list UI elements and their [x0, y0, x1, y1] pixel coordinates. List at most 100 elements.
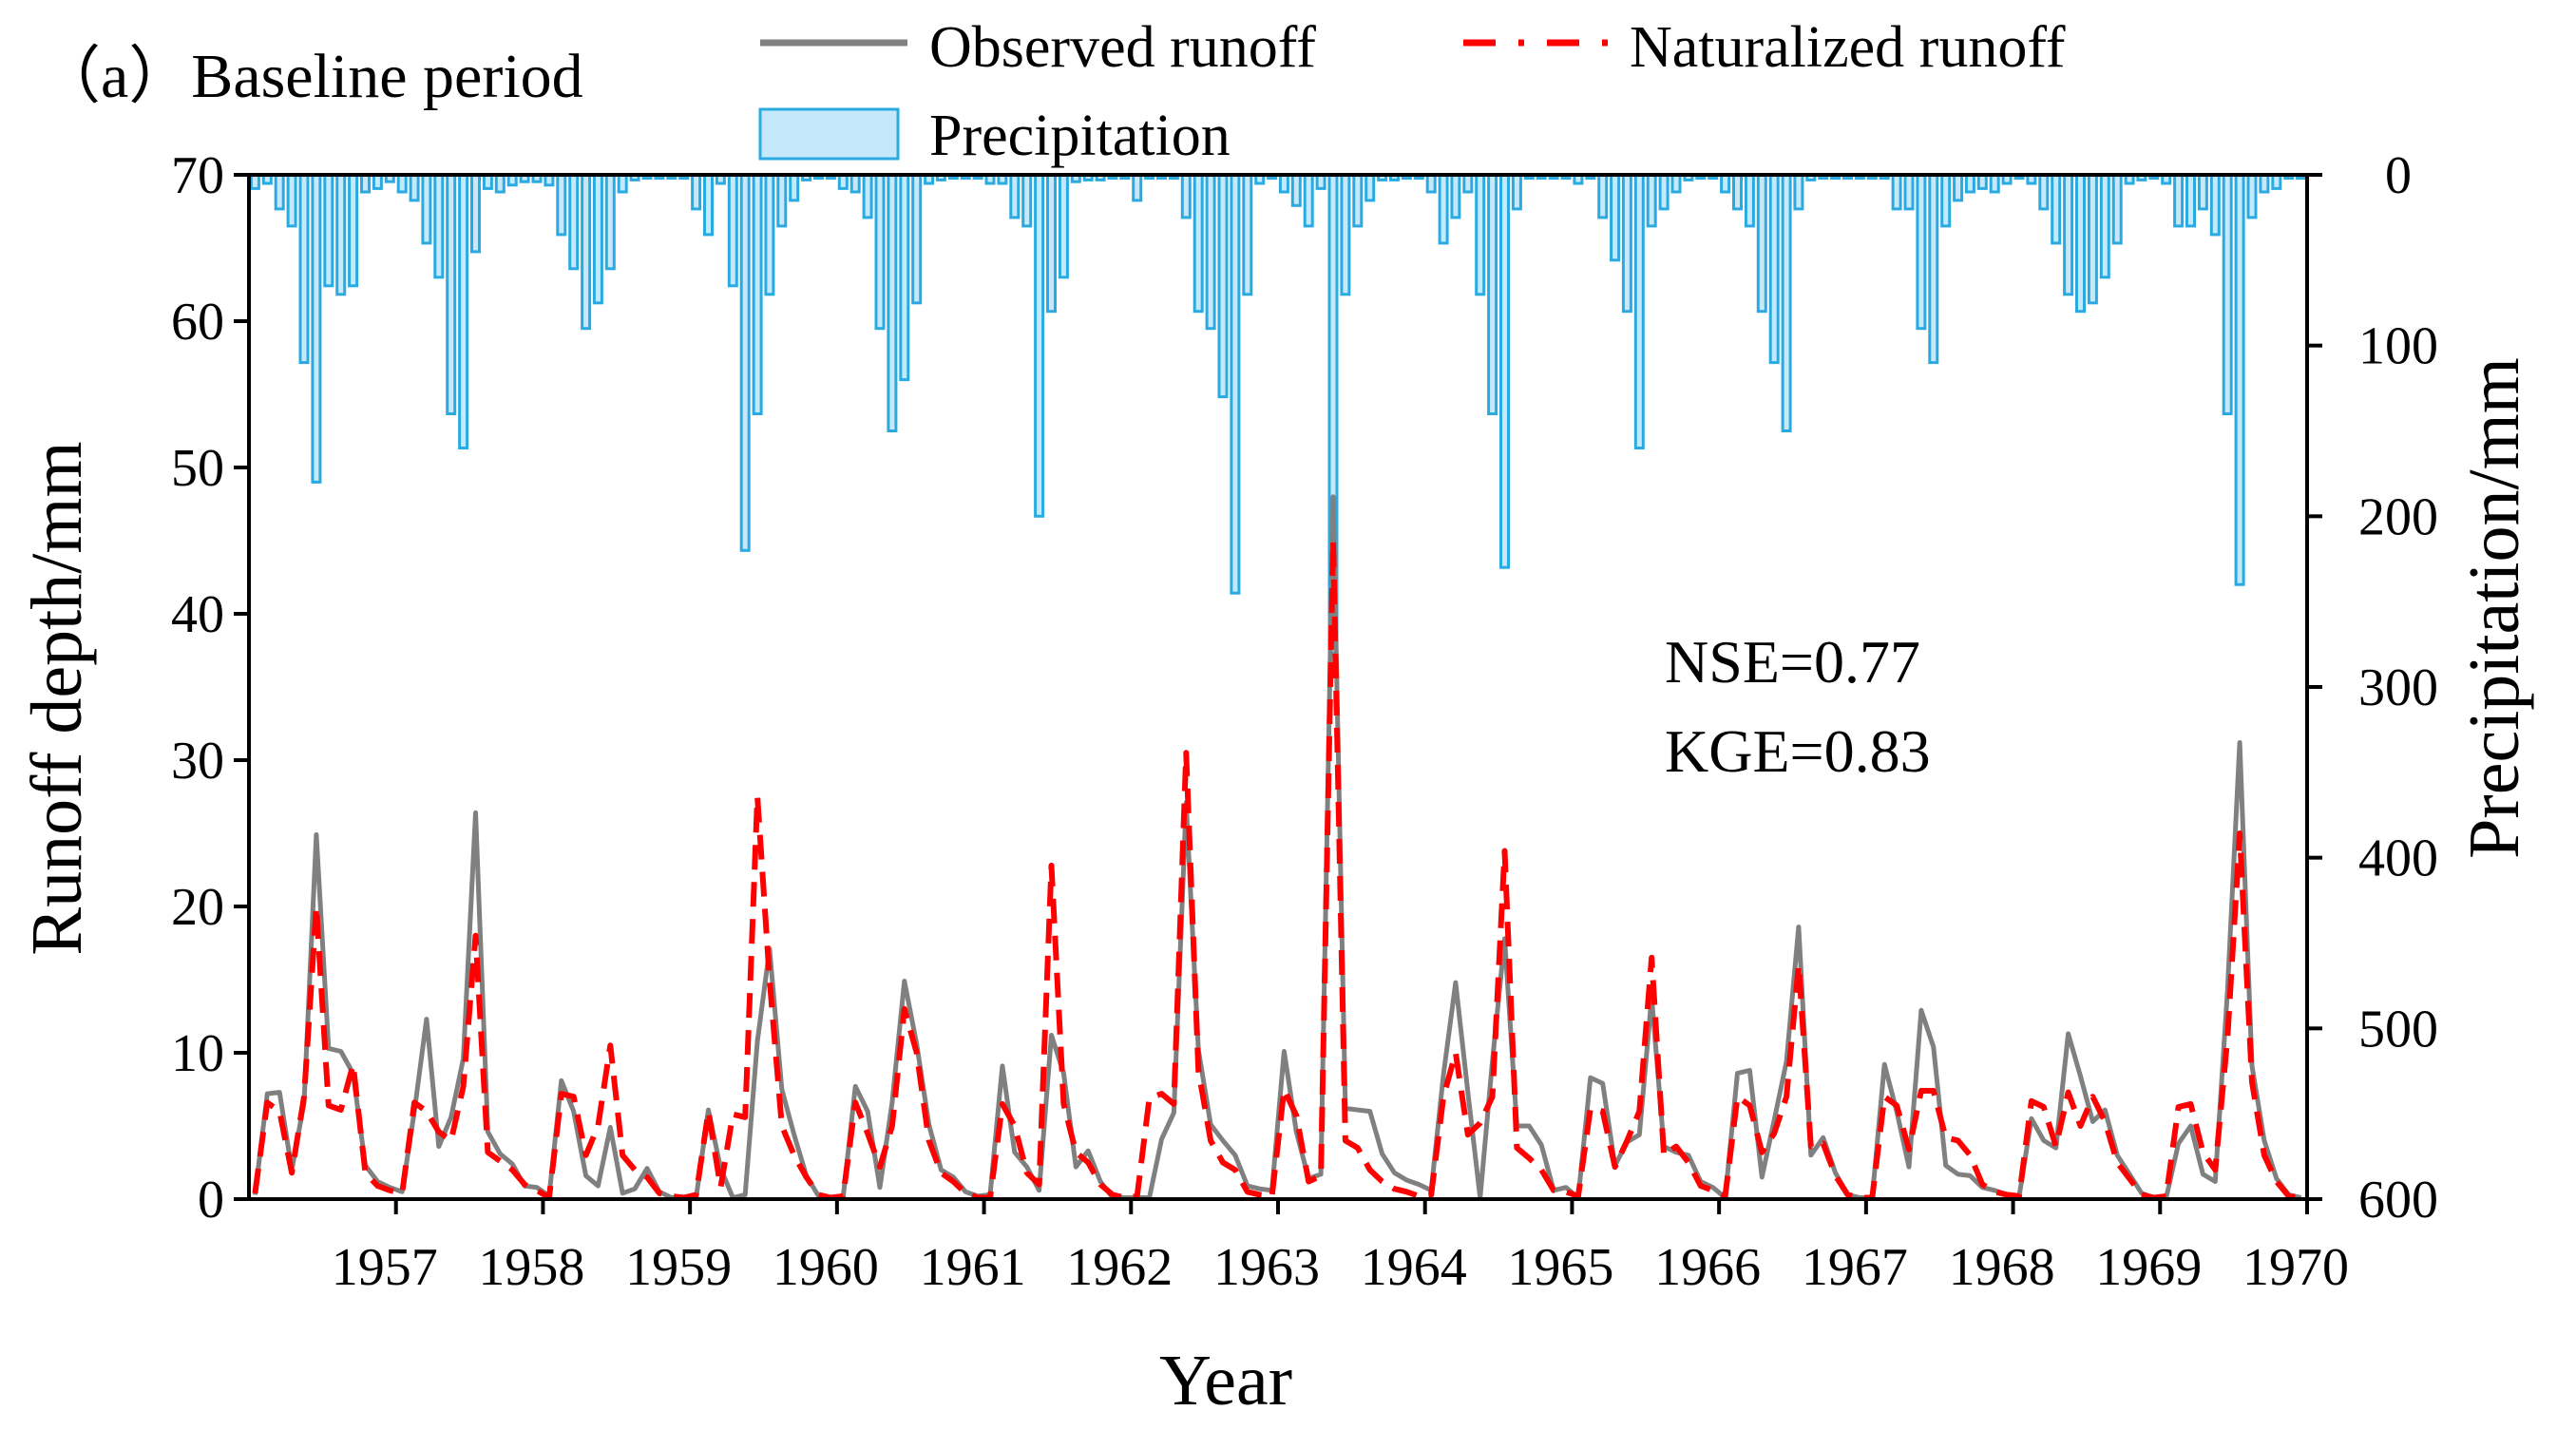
y2-tick-label: 300	[2358, 658, 2438, 717]
precip-bar	[409, 173, 420, 202]
precip-bar	[1438, 173, 1449, 245]
precip-bar	[1364, 173, 1376, 202]
x-tick-label: 1970	[2242, 1238, 2349, 1297]
precip-bar	[2087, 173, 2098, 305]
precip-bar	[249, 173, 260, 190]
y-tick-label: 50	[171, 439, 224, 498]
precip-bar	[1670, 173, 1682, 194]
precip-bar	[2234, 173, 2245, 586]
precip-bar	[703, 173, 714, 237]
precip-bar	[739, 173, 751, 552]
legend: Observed runoff Naturalized runoff Preci…	[758, 15, 2066, 168]
y2-tick-label: 500	[2358, 1000, 2438, 1058]
precip-bar	[494, 173, 506, 194]
precip-bar	[837, 173, 849, 190]
precipitation-bars	[249, 173, 2307, 655]
precip-bar	[1352, 173, 1364, 228]
precip-bar	[874, 173, 886, 331]
precip-bar	[1217, 173, 1229, 399]
precip-bar	[1732, 173, 1743, 211]
x-tick-label: 1968	[1949, 1238, 2055, 1297]
precip-bar	[1646, 173, 1657, 228]
precip-bar	[286, 173, 297, 228]
precip-bar	[862, 173, 873, 219]
precip-bar	[1132, 173, 1143, 202]
x-tick-label: 1958	[478, 1238, 584, 1297]
precip-bar	[556, 173, 567, 237]
precip-bar	[396, 173, 408, 194]
observed-runoff-layer	[252, 494, 2302, 1200]
precip-bar	[887, 173, 898, 432]
precip-bar	[1793, 173, 1804, 211]
precip-bar	[1499, 173, 1510, 569]
precip-bar	[360, 173, 371, 194]
precip-bar	[446, 173, 457, 415]
precip-bar	[617, 173, 628, 194]
precip-bar	[1009, 173, 1021, 219]
precip-bar	[482, 173, 493, 190]
precip-bar	[1633, 173, 1645, 449]
precip-bar	[604, 173, 616, 271]
precip-bar	[1340, 173, 1351, 296]
precip-bar	[1621, 173, 1632, 314]
panel-title: （a）Baseline period	[38, 42, 583, 111]
precip-bar	[691, 173, 702, 211]
precip-bar	[1487, 173, 1498, 415]
precip-bar	[2197, 173, 2208, 211]
y2-tick-label: 0	[2385, 146, 2412, 205]
precip-bar	[1756, 173, 1767, 314]
precip-bar	[1303, 173, 1314, 228]
precip-bar	[581, 173, 592, 331]
precip-bar	[592, 173, 603, 305]
x-tick-label: 1963	[1213, 1238, 1320, 1297]
y-tick-label: 70	[171, 146, 224, 205]
precip-bar	[1976, 173, 1988, 190]
y2-tick-label: 200	[2358, 487, 2438, 546]
x-axis-title: Year	[1159, 1341, 1292, 1420]
precip-bar	[2051, 173, 2062, 245]
precip-bar	[1180, 173, 1192, 219]
y-tick-label: 60	[171, 293, 224, 352]
legend-precipitation-label: Precipitation	[929, 104, 1231, 168]
precip-bar	[1916, 173, 1927, 331]
precip-bar	[2038, 173, 2050, 211]
naturalized-runoff-line	[252, 538, 2301, 1201]
precip-bar	[1928, 173, 1939, 365]
nse-annotation: NSE=0.77	[1665, 628, 1920, 696]
precip-bar	[1290, 173, 1302, 207]
precip-bar	[727, 173, 738, 288]
y2-tick-label: 400	[2358, 829, 2438, 888]
observed-runoff-line	[252, 494, 2302, 1200]
x-tick-label: 1964	[1361, 1238, 1467, 1297]
y-tick-label: 20	[171, 878, 224, 937]
precip-bar	[2259, 173, 2270, 194]
precip-bar	[849, 173, 861, 194]
legend-naturalized-label: Naturalized runoff	[1630, 15, 2066, 80]
precip-bar	[1720, 173, 1731, 194]
x-tick-label: 1966	[1654, 1238, 1761, 1297]
precip-bar	[1989, 173, 2000, 194]
precip-bar	[323, 173, 334, 288]
precip-bar	[470, 173, 481, 254]
precip-bar	[1744, 173, 1755, 228]
precip-bar	[2075, 173, 2086, 314]
precip-bar	[298, 173, 310, 365]
y-tick-label: 30	[171, 732, 224, 791]
axis-ticks: 0 10 20 30 40 50 60 70 0 100 200 300 400 500 600 1957 19…	[171, 146, 2438, 1297]
x-tick-label: 1967	[1802, 1238, 1908, 1297]
precip-bar	[1462, 173, 1474, 194]
precip-bar	[1597, 173, 1609, 219]
precip-bar	[1475, 173, 1486, 296]
precip-bar	[899, 173, 910, 382]
precip-bar	[1511, 173, 1522, 211]
x-tick-label: 1961	[920, 1238, 1026, 1297]
precip-bar	[421, 173, 432, 245]
naturalized-runoff-layer	[252, 538, 2301, 1201]
precip-bar	[1903, 173, 1915, 211]
precip-bar	[1658, 173, 1670, 211]
precip-bar	[1425, 173, 1437, 194]
y2-tick-label: 600	[2358, 1171, 2438, 1230]
precip-bar	[372, 173, 383, 190]
precip-bar	[2209, 173, 2221, 237]
